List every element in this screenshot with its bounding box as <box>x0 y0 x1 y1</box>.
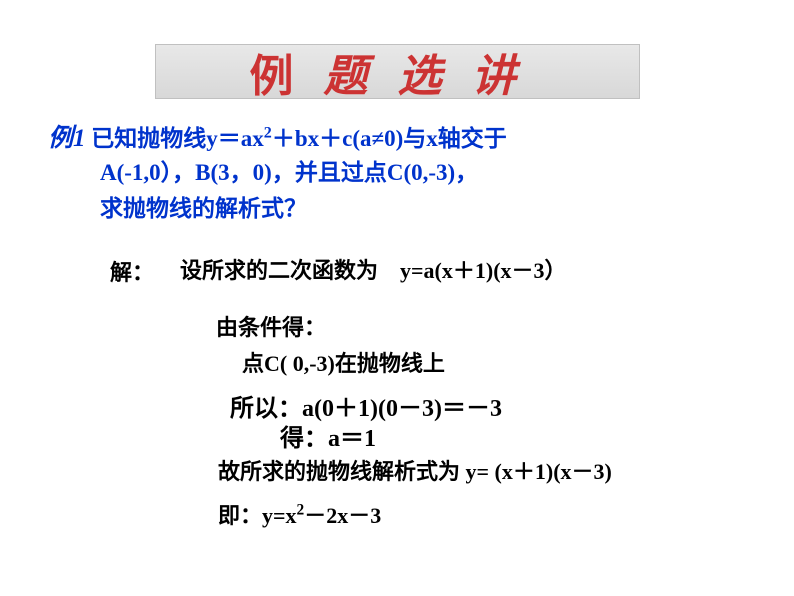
solution-step3: 点C( 0,-3)在抛物线上 <box>242 346 445 378</box>
title-bar: 例题选讲 <box>155 44 640 99</box>
example-label: 例1 <box>48 125 86 152</box>
solution-step6-a: 即：y=x <box>218 503 297 528</box>
solution-step6: 即：y=x2－2x－3 <box>218 498 381 530</box>
solution-label: 解： <box>110 255 154 287</box>
title-char-1: 例 <box>250 52 324 101</box>
solution-step5: 故所求的抛物线解析式为 y= (x＋1)(x－3) <box>218 454 612 486</box>
title-char-2: 题 <box>324 52 398 101</box>
problem-block: 例1 已知抛物线y＝ax2＋bx＋c(a≠0)与x轴交于 <box>48 120 507 158</box>
solution-step2: 由条件得： <box>216 310 326 342</box>
solution-step4b: 得：a＝1 <box>280 418 376 453</box>
title-char-3: 选 <box>398 52 472 101</box>
problem-line1-b: ＋bx＋c(a≠0)与x轴交于 <box>272 126 507 151</box>
problem-line1-a: 已知抛物线y＝ax <box>91 126 264 151</box>
title-char-4: 讲 <box>472 52 546 101</box>
problem-line2: A(-1,0），B(3，0)，并且过点C(0,-3)， <box>100 156 478 191</box>
problem-line3: 求抛物线的解析式？ <box>100 192 307 227</box>
solution-step6-b: －2x－3 <box>304 503 381 528</box>
solution-step1: 设所求的二次函数为 y=a(x＋1)(x－3） <box>180 253 567 285</box>
title-text: 例题选讲 <box>250 40 546 104</box>
problem-sup: 2 <box>264 124 272 141</box>
